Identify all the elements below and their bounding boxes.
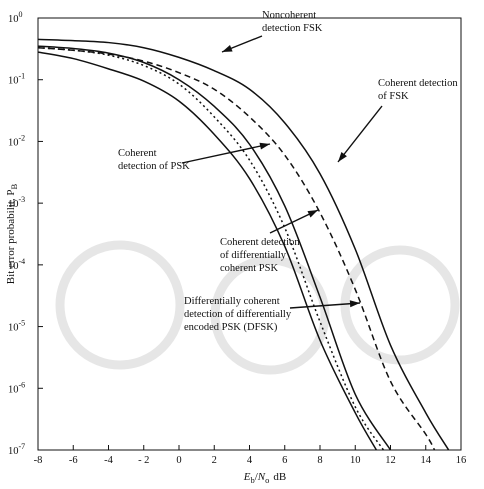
x-tick-label: -6 (69, 455, 78, 466)
y-tick-label: 10-7 (8, 442, 25, 457)
x-tick-label: 6 (282, 455, 287, 466)
y-tick-label: 10-6 (8, 380, 25, 395)
x-tick-label: -4 (104, 455, 113, 466)
ann-diff-coherent-label: Coherent detection of differentially coher… (220, 237, 300, 274)
x-tick-label: 14 (421, 455, 432, 466)
y-tick-label: 100 (8, 10, 23, 25)
y-axis-title: Bit error probabilit, PB (5, 183, 19, 284)
ann-coherent-psk-label: Coherent detection of PSK (118, 148, 190, 172)
y-tick-label: 10-3 (8, 195, 25, 210)
ann-noncoherent-arrowhead (222, 45, 233, 52)
x-tick-label: 2 (212, 455, 217, 466)
ann-dfsk-arrowhead (349, 300, 360, 308)
x-tick-label: 4 (247, 455, 253, 466)
series-layer (37, 38, 450, 451)
series-line-coherent-detection-of-psk (37, 51, 378, 451)
ann-coherent-psk-arrowhead (259, 142, 270, 150)
x-tick-label: -8 (34, 455, 43, 466)
x-tick-label: 16 (456, 455, 467, 466)
y-tick-label: 10-2 (8, 133, 25, 148)
x-tick-label: 0 (176, 455, 181, 466)
ann-coherent-fsk-arrow (337, 105, 383, 163)
axis-ticks: -8 -6 -4 - 2 0 2 4 6 8 10 12 14 16 100 10-1 10-2 10-3 10-… (8, 10, 466, 466)
ann-noncoherent-label: Noncoherent detection FSK (262, 10, 323, 34)
series-line-differentially-coherent-detection-of-differentially-encoded-psk-dfsk (37, 45, 392, 451)
series-line-coherent-detection-of-differentially-coherent-psk (37, 46, 385, 451)
ann-diff-coherent-arrowhead (307, 210, 318, 218)
ann-coherent-fsk-arrowhead (338, 151, 347, 162)
x-tick-label: - 2 (138, 455, 149, 466)
y-tick-label: 10-1 (8, 72, 25, 87)
ann-dfsk-label: Differentially coherent detection of diff… (184, 296, 292, 333)
y-tick-label: 10-5 (8, 319, 25, 334)
x-tick-label: 12 (385, 455, 396, 466)
ann-coherent-fsk-label: Coherent detection of FSK (378, 78, 458, 102)
series-line-coherent-detection-of-fsk (37, 46, 436, 451)
x-axis-title: Eb/No dB (243, 471, 286, 485)
y-tick-label: 10-4 (8, 257, 25, 272)
x-tick-label: 8 (317, 455, 322, 466)
annotation-arrows (181, 35, 383, 309)
annotation-labels: Noncoherent detection FSK Coherent detecti… (118, 10, 458, 333)
series-line-noncoherent-detection-fsk (37, 38, 450, 451)
ann-dfsk-arrow (289, 302, 361, 309)
watermark (55, 240, 460, 375)
ann-coherent-psk-arrow (181, 143, 271, 164)
x-tick-label: 10 (350, 455, 361, 466)
